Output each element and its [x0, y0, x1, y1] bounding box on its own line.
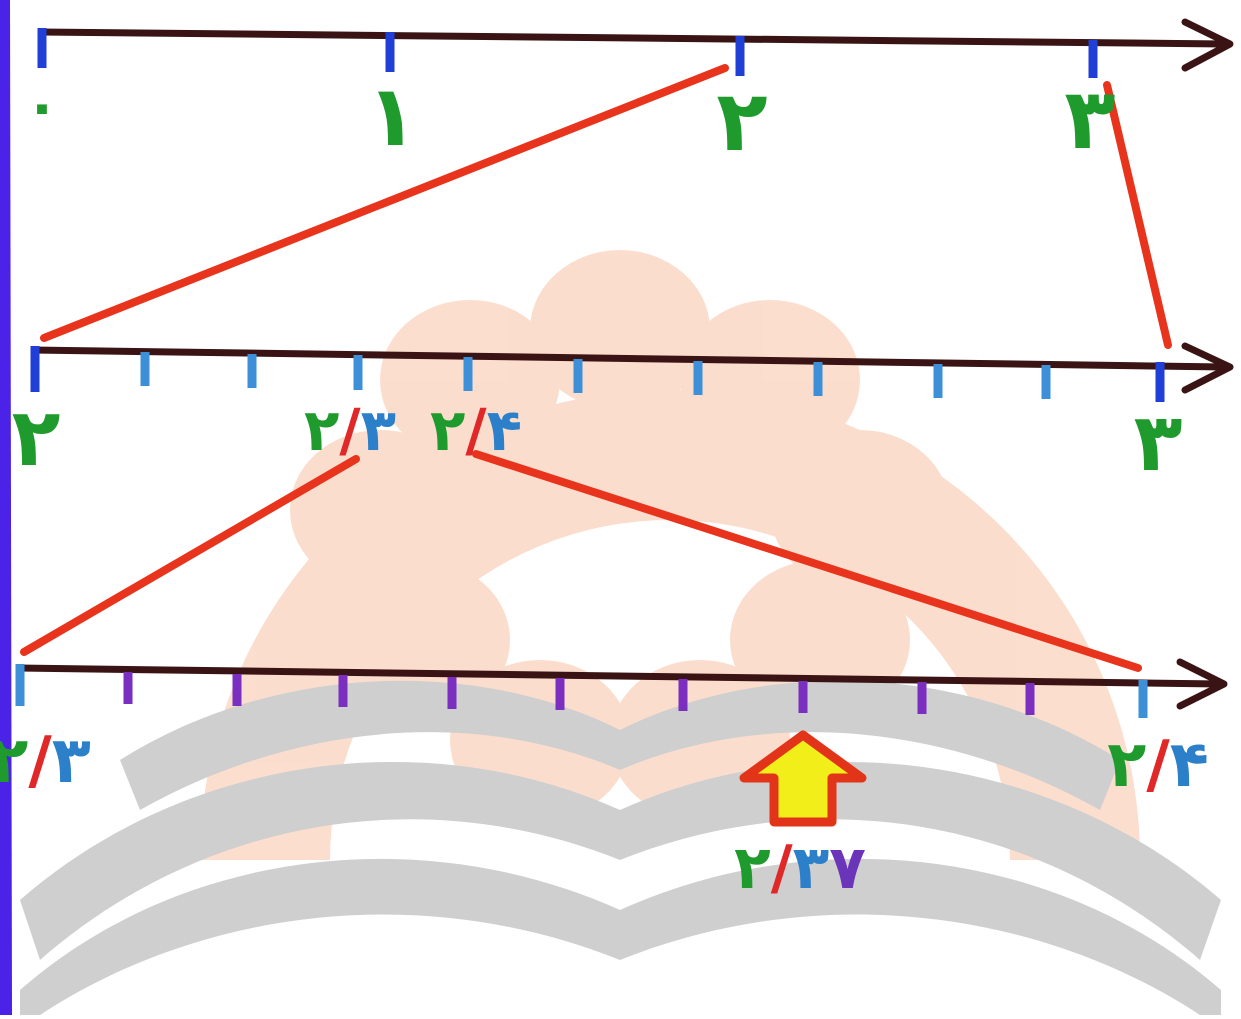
label-3-1-frac: ۴ [1170, 728, 1209, 802]
label-2-1-frac: ۳ [361, 396, 396, 464]
label-3-0: ۲/۳ [0, 724, 91, 798]
axis-line-3 [17, 664, 1221, 688]
label-3-0-int: ۲ [0, 724, 28, 798]
label-2-2-int: ۲ [430, 396, 465, 464]
axis-line-2 [31, 346, 1226, 371]
arrowhead-icon [1181, 342, 1234, 394]
number-line-1: ۰ ۱ ۲ ۳ [25, 18, 1234, 170]
label-2-2: ۲/۴ [430, 396, 522, 464]
zoom-connectors [20, 64, 1172, 672]
label-3-0-frac: ۳ [52, 724, 91, 798]
highlight-frac-a: ۳ [793, 833, 830, 903]
up-arrow-icon [739, 730, 867, 827]
left-border [0, 0, 12, 1015]
arrowhead-icon [1181, 18, 1234, 72]
label-3-1: ۲/۴ [1107, 728, 1209, 802]
connector-line1-left [40, 64, 729, 342]
highlight-int: ۲ [734, 833, 771, 903]
label-1-2: ۲ [716, 72, 767, 170]
label-2-0: ۲ [12, 391, 61, 484]
arrowhead-icon [1176, 658, 1228, 710]
watermark-book [20, 680, 1221, 1015]
label-2-2-frac: ۴ [487, 396, 522, 464]
connector-line2-right [472, 450, 1142, 672]
number-line-3: ۲/۳ ۲/۴ ۲/۳۷ [0, 658, 1228, 903]
number-line-2: ۲ ۲/۳ ۲/۴ ۳ [12, 342, 1234, 489]
connector-line2-left [20, 455, 360, 656]
label-3-1-int: ۲ [1107, 728, 1146, 802]
highlight-frac-b: ۷ [829, 833, 866, 903]
label-2-1-int: ۲ [304, 396, 339, 464]
label-2-3: ۳ [1134, 396, 1183, 489]
highlight-value-label: ۲/۳۷ [734, 833, 866, 903]
label-1-0: ۰ [25, 74, 59, 139]
label-2-1: ۲/۳ [304, 396, 396, 464]
label-1-1: ۱ [366, 67, 417, 165]
label-1-3: ۳ [1064, 70, 1115, 168]
axis-line-1 [39, 28, 1226, 48]
connector-line1-right [1103, 81, 1172, 349]
